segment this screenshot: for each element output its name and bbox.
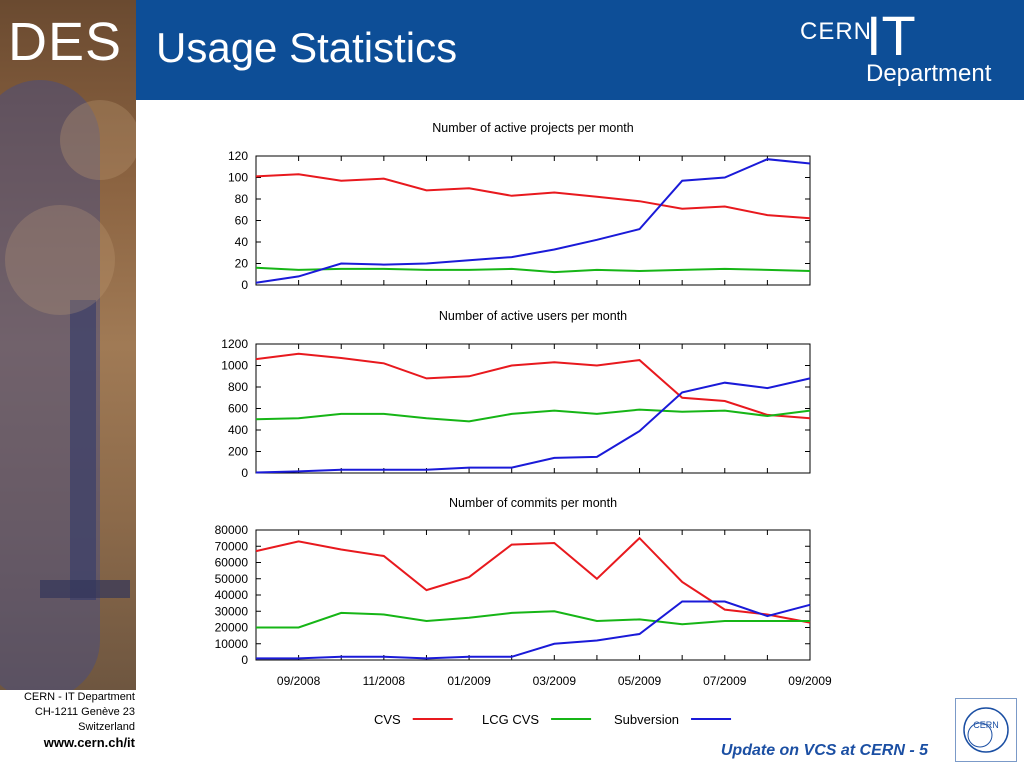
- y-tick-label: 10000: [215, 637, 249, 651]
- y-tick-label: 30000: [215, 604, 249, 618]
- series-line-subversion: [255, 377, 811, 474]
- legend-label: CVS: [374, 712, 401, 727]
- legend-label: Subversion: [614, 712, 679, 727]
- series-line-lcg-cvs: [255, 266, 811, 274]
- y-tick-label: 80: [235, 192, 249, 206]
- side-footer: [0, 690, 136, 768]
- series-line-subversion: [255, 158, 811, 284]
- accelerator-photo: [0, 80, 136, 690]
- address-line-2: CH-1211 Genève 23: [34, 706, 135, 718]
- y-tick-label: 50000: [215, 572, 249, 586]
- side-photo-panel: [0, 0, 136, 690]
- cern-emblem-icon: CERN: [963, 707, 1009, 753]
- cern-badge-logo: CERN: [955, 698, 1017, 762]
- x-tick-label: 11/2008: [363, 674, 406, 688]
- y-tick-label: 20000: [215, 621, 249, 635]
- cern-logo-text: CERN: [800, 18, 873, 45]
- y-tick-label: 0: [241, 466, 248, 480]
- cern-it-department-logo: CERN IT Department: [800, 6, 1015, 95]
- y-tick-label: 80000: [215, 523, 249, 537]
- series-line-lcg-cvs: [256, 610, 810, 629]
- x-tick-label: 07/2009: [703, 674, 747, 688]
- x-tick-label: 05/2009: [618, 674, 662, 688]
- chart-legend: CVS LCG CVS Subversion: [374, 712, 732, 727]
- chart-title: Number of active projects per month: [432, 121, 634, 135]
- slide-caption: Update on VCS at CERN - 5: [720, 742, 928, 759]
- y-tick-label: 100: [228, 171, 248, 185]
- usage-charts: Number of active projects per month 0 20 40…: [215, 121, 832, 688]
- des-logo: DES: [8, 12, 123, 72]
- x-tick-label: 01/2009: [447, 674, 491, 688]
- y-tick-label: 200: [228, 445, 248, 459]
- chart-title: Number of active users per month: [439, 309, 627, 323]
- y-tick-label: 60: [235, 214, 249, 228]
- series-line-cvs: [255, 173, 811, 220]
- y-tick-label: 800: [228, 380, 248, 394]
- y-tick-label: 0: [241, 653, 248, 667]
- y-tick-label: 1200: [221, 337, 248, 351]
- chart-title: Number of commits per month: [449, 496, 617, 510]
- y-tick-label: 60000: [215, 556, 249, 570]
- series-line-cvs: [255, 352, 811, 420]
- header-band: [0, 0, 1024, 100]
- y-tick-label: 70000: [215, 539, 249, 553]
- y-tick-label: 600: [228, 402, 248, 416]
- department-logo-text: Department: [866, 60, 992, 87]
- x-tick-label: 09/2009: [788, 674, 832, 688]
- y-tick-label: 40000: [215, 588, 249, 602]
- y-tick-label: 0: [241, 278, 248, 292]
- y-tick-label: 400: [228, 423, 248, 437]
- address-block: CERN - IT Department CH-1211 Genève 23 S…: [4, 690, 135, 750]
- plot-frame: [255, 155, 811, 286]
- slide-title: Usage Statistics: [156, 24, 458, 71]
- x-tick-label: 09/2008: [277, 674, 321, 688]
- x-tick-label: 03/2009: [533, 674, 577, 688]
- it-logo-text: IT: [866, 4, 916, 67]
- series-line-lcg-cvs: [255, 408, 811, 423]
- series-line-subversion: [256, 600, 811, 660]
- y-tick-label: 1000: [221, 359, 248, 373]
- y-tick-label: 20: [235, 257, 249, 271]
- legend-label: LCG CVS: [482, 712, 539, 727]
- website-link[interactable]: www.cern.ch/it: [43, 735, 135, 750]
- y-tick-label: 120: [228, 149, 248, 163]
- cern-emblem-text: CERN: [973, 720, 999, 730]
- series-line-cvs: [255, 536, 811, 624]
- y-tick-label: 40: [235, 235, 249, 249]
- address-line-3: Switzerland: [78, 721, 135, 733]
- address-line-1: CERN - IT Department: [23, 691, 135, 703]
